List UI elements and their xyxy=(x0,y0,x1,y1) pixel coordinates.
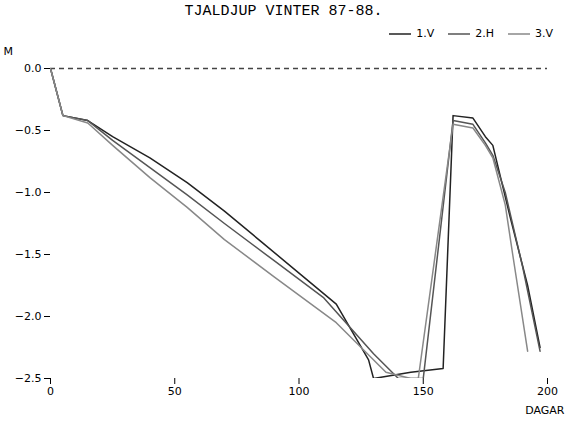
html-text:3.V: 3.V xyxy=(535,27,553,40)
html-text:2.H: 2.H xyxy=(475,27,494,40)
svg-text:50: 50 xyxy=(168,385,182,398)
svg-text:150: 150 xyxy=(413,385,434,398)
svg-text:0: 0 xyxy=(47,385,54,398)
svg-text:0.0: 0.0 xyxy=(24,62,42,75)
svg-text:−2.0: −2.0 xyxy=(15,310,42,323)
svg-text:−1.0: −1.0 xyxy=(15,186,42,199)
html-text:1.V: 1.V xyxy=(416,27,435,40)
svg-text:M: M xyxy=(4,45,14,58)
svg-text:−2.5: −2.5 xyxy=(15,372,42,385)
svg-text:−0.5: −0.5 xyxy=(15,124,42,137)
html-text:TJALDJUP VINTER 87-88.: TJALDJUP VINTER 87-88. xyxy=(184,3,383,20)
svg-text:DAGAR: DAGAR xyxy=(525,404,565,417)
svg-text:100: 100 xyxy=(289,385,310,398)
svg-text:−1.5: −1.5 xyxy=(15,248,42,261)
svg-text:200: 200 xyxy=(537,385,558,398)
